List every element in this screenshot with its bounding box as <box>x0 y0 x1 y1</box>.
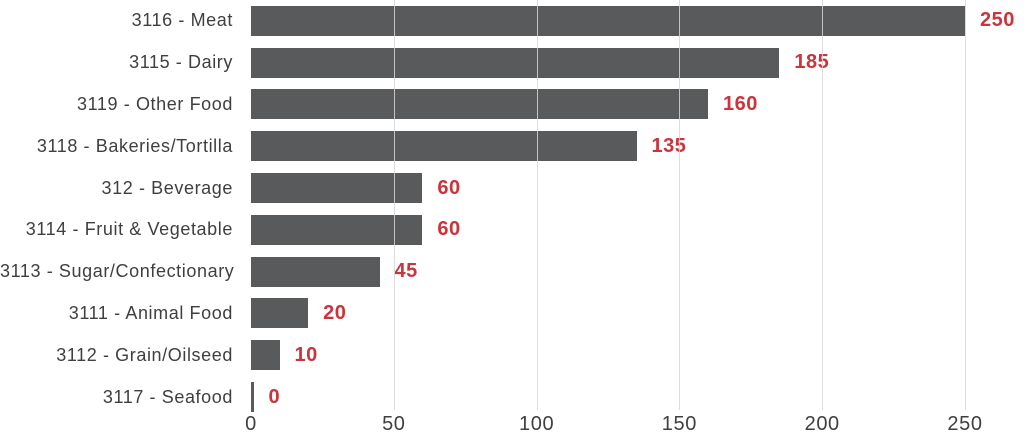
category-label: 3111 - Animal Food <box>68 302 233 323</box>
bar-area: 135 <box>251 125 1024 167</box>
value-label: 250 <box>980 9 1015 32</box>
bar <box>251 214 423 245</box>
category-label: 3112 - Grain/Oilseed <box>56 344 233 365</box>
table-row: 3112 - Grain/Oilseed 10 <box>0 334 1024 376</box>
bar-area: 45 <box>251 251 1024 293</box>
x-tick-label: 150 <box>661 413 697 435</box>
bar-area: 160 <box>251 84 1024 126</box>
category-label: 3114 - Fruit & Vegetable <box>25 219 233 240</box>
bar-area: 60 <box>251 209 1024 251</box>
bar <box>251 298 309 329</box>
value-label: 20 <box>323 301 347 324</box>
category-label: 3117 - Seafood <box>102 386 233 407</box>
table-row: 3111 - Animal Food 20 <box>0 293 1024 335</box>
bar-area: 250 <box>251 0 1024 42</box>
category-label: 312 - Beverage <box>101 177 233 198</box>
x-tick-label: 100 <box>519 413 555 435</box>
bar <box>251 131 637 162</box>
x-tick-label: 200 <box>804 413 840 435</box>
table-row: 3119 - Other Food 160 <box>0 84 1024 126</box>
value-label: 60 <box>437 218 461 241</box>
table-row: 3118 - Bakeries/Tortilla 135 <box>0 125 1024 167</box>
bar-area: 185 <box>251 42 1024 84</box>
x-tick-label: 50 <box>382 413 406 435</box>
value-label: 135 <box>651 134 687 157</box>
table-row: 3116 - Meat 250 <box>0 0 1024 42</box>
category-label: 3115 - Dairy <box>129 52 233 73</box>
value-label: 60 <box>437 176 461 199</box>
table-row: 3114 - Fruit & Vegetable 60 <box>0 209 1024 251</box>
bar <box>251 382 254 413</box>
bar <box>251 173 423 204</box>
category-label: 3113 - Sugar/Confectionary <box>0 261 235 282</box>
bar <box>251 340 280 371</box>
table-row: 3117 - Seafood 0 <box>0 376 1024 418</box>
value-label: 160 <box>722 92 758 115</box>
category-label: 3118 - Bakeries/Tortilla <box>36 135 233 156</box>
value-label: 0 <box>268 385 281 408</box>
bar-area: 60 <box>251 167 1024 209</box>
value-label: 185 <box>794 51 830 74</box>
table-row: 312 - Beverage 60 <box>0 167 1024 209</box>
bar-area: 0 <box>251 376 1024 418</box>
category-label: 3119 - Other Food <box>77 93 233 114</box>
bar <box>251 47 780 78</box>
x-axis: 0 50 100 150 200 250 <box>245 413 982 443</box>
bar-rows: 3116 - Meat 250 3115 - Dairy 185 3119 - Othe… <box>0 0 1024 418</box>
table-row: 3115 - Dairy 185 <box>0 42 1024 84</box>
bar <box>251 256 380 287</box>
x-tick-label: 250 <box>947 413 983 435</box>
table-row: 3113 - Sugar/Confectionary 45 <box>0 251 1024 293</box>
value-label: 45 <box>394 260 418 283</box>
bar-area: 10 <box>251 334 1024 376</box>
bar <box>251 89 708 120</box>
bar <box>251 5 965 36</box>
bar-area: 20 <box>251 293 1024 335</box>
category-label: 3116 - Meat <box>131 10 233 31</box>
value-label: 10 <box>294 343 318 366</box>
x-tick-label: 0 <box>245 413 257 435</box>
